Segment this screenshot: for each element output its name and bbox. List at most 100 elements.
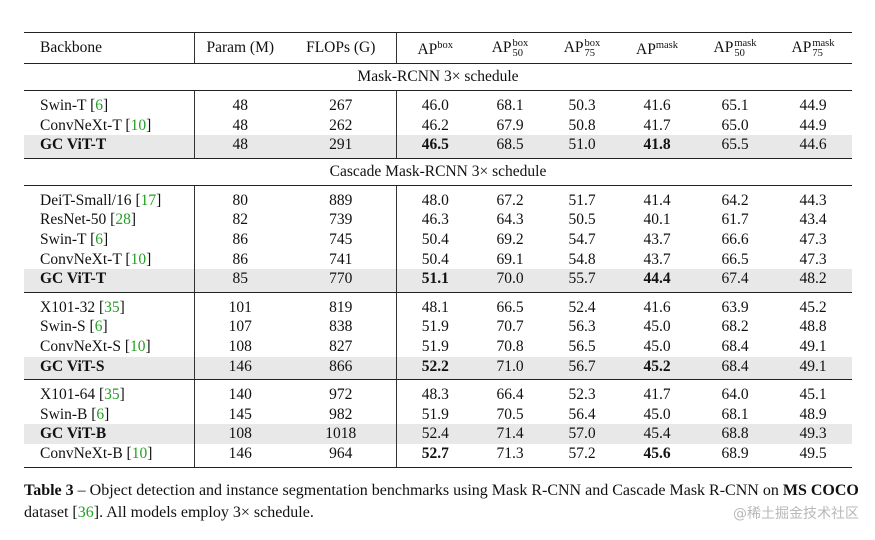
cell-ap-mask-75: 49.1: [774, 356, 852, 381]
cell-ap-mask-75: 44.9: [799, 116, 827, 134]
cell-flops: 741: [329, 250, 353, 268]
cell-ap-box-75: 54.7: [568, 230, 596, 248]
cell-backbone: Swin-S [6]: [24, 317, 194, 337]
cell-param: 48: [193, 90, 286, 116]
citation-link[interactable]: 6: [94, 318, 103, 336]
citation-link[interactable]: 10: [130, 116, 147, 134]
cell-ap-mask-75: 49.5: [774, 443, 852, 468]
cell-param: 108: [193, 336, 286, 357]
cell-ap-mask: 45.0: [643, 337, 671, 355]
cell-ap-mask-50: 66.6: [721, 230, 749, 248]
cell-ap-mask-75: 48.2: [774, 269, 852, 293]
cell-ap-box-75: 55.7: [546, 269, 618, 293]
cell-ap-mask-75: 47.3: [799, 230, 827, 248]
cell-param: 145: [193, 404, 286, 425]
cell-ap-mask: 45.0: [643, 318, 671, 336]
bracket: [: [87, 405, 97, 423]
cell-ap-mask-50: 65.0: [721, 116, 749, 134]
cell-ap-mask: 45.4: [618, 424, 696, 444]
bracket: [: [86, 97, 96, 114]
backbone-name: GC ViT-S: [40, 357, 105, 375]
cell-ap-box-50: 68.5: [474, 135, 546, 159]
cell-ap-box-75: 57.0: [546, 424, 618, 444]
backbone-name: GC ViT-T: [40, 270, 107, 288]
table-row: ConvNeXt-S [10] 108 827 51.9 70.8 56.5 45.0 68.…: [24, 336, 852, 357]
cell-ap-mask: 40.1: [643, 211, 671, 229]
bracket: ]: [130, 211, 137, 229]
cell-ap-box-50: 70.5: [496, 405, 524, 423]
citation-link[interactable]: 10: [131, 444, 148, 462]
citation-link[interactable]: 35: [104, 298, 120, 316]
cell-param: 140: [193, 379, 286, 405]
bracket: ]: [102, 318, 108, 336]
cell-ap-mask-50: 68.8: [696, 424, 774, 444]
backbone-name: Swin-T: [40, 230, 87, 248]
cell-backbone: GC ViT-T: [24, 269, 194, 293]
table-row: X101-32 [35] 101 819 48.1 66.5 52.4 41.6 63.9 45…: [24, 292, 852, 318]
bracket: [: [121, 116, 131, 134]
citation-link[interactable]: 28: [115, 211, 131, 229]
cell-ap-mask-75: 44.3: [799, 191, 827, 209]
cell-ap-mask-50: 68.9: [696, 443, 774, 468]
table-row: GC ViT-B 108 1018 52.4 71.4 57.0 45.4 68.8 49.3: [24, 424, 852, 444]
cell-ap-box: 52.4: [395, 424, 474, 444]
caption-text-1: Object detection and instance segmentati…: [89, 482, 783, 499]
bracket: ]: [104, 405, 110, 423]
cell-ap-mask: 41.8: [618, 135, 696, 159]
cell-flops: 866: [286, 356, 396, 381]
cell-ap-mask-75: 44.6: [774, 135, 852, 159]
cell-backbone: Swin-T [6]: [24, 91, 194, 116]
cell-ap-mask-75: 44.9: [799, 97, 827, 114]
citation-link[interactable]: 10: [130, 337, 146, 355]
cell-backbone: ConvNeXt-S [10]: [24, 337, 194, 357]
cell-ap-box: 51.1: [395, 269, 474, 293]
cell-flops: 964: [286, 443, 396, 468]
bracket: ]: [103, 97, 109, 114]
cell-param: 101: [193, 292, 286, 318]
cell-param: 107: [193, 317, 286, 337]
backbone-name: GC ViT-B: [40, 425, 107, 443]
cell-ap-box-50: 71.4: [474, 424, 546, 444]
bracket: [: [95, 298, 105, 316]
cell-ap-mask-75: 47.3: [799, 250, 827, 268]
cell-ap-box-50: 71.3: [474, 443, 546, 468]
cell-backbone: DeiT-Small/16 [17]: [24, 185, 194, 210]
watermark: @稀土掘金技术社区: [733, 506, 859, 522]
section-header: Cascade Mask-RCNN 3× schedule: [24, 157, 852, 186]
section-header: Mask-RCNN 3× schedule: [24, 63, 852, 91]
cell-flops: 770: [286, 269, 396, 293]
bracket: ]: [146, 250, 152, 268]
cell-ap-mask: 45.2: [618, 356, 696, 381]
cell-ap-box-75: 57.2: [546, 443, 618, 468]
citation-link[interactable]: 10: [130, 250, 147, 268]
cell-ap-box-75: 50.5: [568, 211, 596, 229]
cell-flops: 1018: [286, 424, 396, 444]
cell-ap-box-75: 56.3: [568, 318, 596, 336]
col-ap-mask-75: AP mask 75: [774, 32, 852, 64]
cell-ap-mask: 41.7: [643, 116, 671, 134]
citation-link[interactable]: 17: [140, 191, 157, 209]
cell-ap-box: 48.1: [395, 292, 474, 318]
citation-link[interactable]: 35: [104, 386, 120, 404]
cell-ap-box: 46.5: [395, 135, 474, 159]
cell-backbone: Swin-T [6]: [24, 230, 194, 250]
cell-ap-mask-50: 63.9: [721, 298, 749, 316]
col-ap-mask: APmask: [618, 32, 696, 64]
citation-link[interactable]: 6: [95, 230, 104, 248]
citation-link[interactable]: 6: [95, 97, 104, 114]
backbone-name: ConvNeXt-T: [40, 116, 122, 134]
citation-link[interactable]: 6: [96, 405, 105, 423]
cell-flops: 972: [329, 386, 353, 404]
table-row: ResNet-50 [28] 82 739 46.3 64.3 50.5 40.1 61.7 4…: [24, 210, 852, 230]
bracket: ]: [156, 191, 162, 209]
cell-backbone: GC ViT-S: [24, 356, 194, 381]
col-param: Param (M): [193, 32, 286, 64]
cell-ap-box-75: 50.3: [568, 97, 596, 114]
cell-flops: 267: [329, 97, 353, 114]
backbone-name: ConvNeXt-B: [40, 444, 123, 462]
table-row: Swin-T [6] 86 745 50.4 69.2 54.7 43.7 66.6 47.3: [24, 229, 852, 250]
cell-ap-box-75: 51.0: [546, 135, 618, 159]
cell-param: 108: [193, 424, 286, 444]
caption-citation[interactable]: 36: [77, 504, 94, 521]
cell-ap-box: 50.4: [395, 229, 474, 250]
